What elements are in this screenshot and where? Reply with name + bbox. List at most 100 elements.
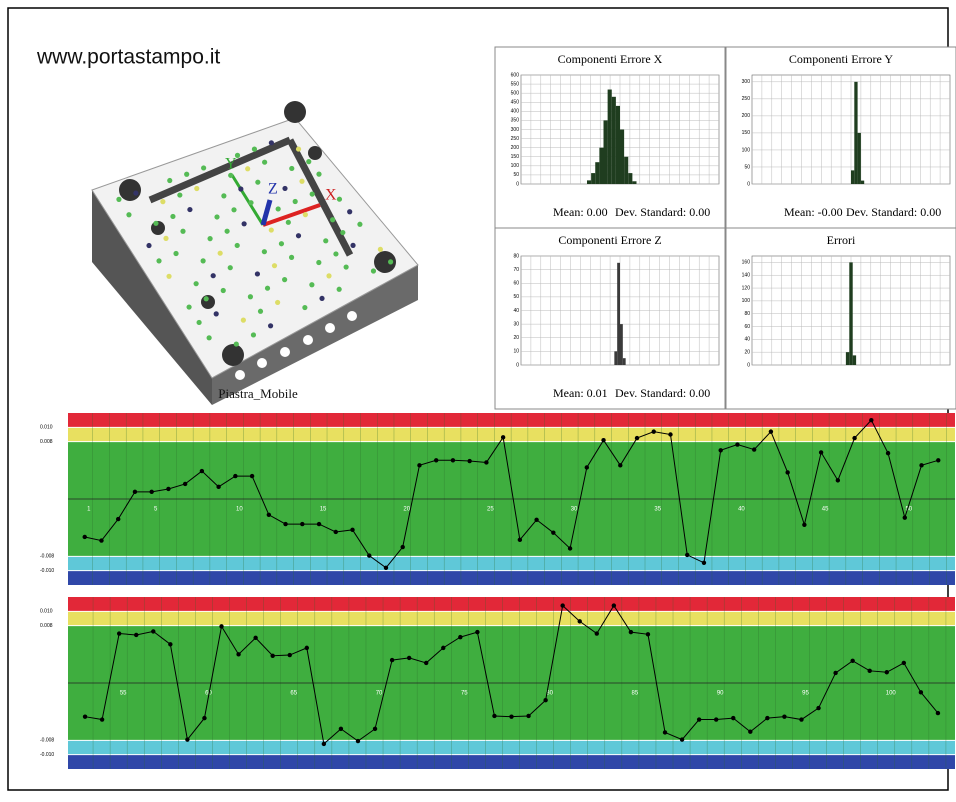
data-point	[713, 717, 719, 722]
y-tick-label: -0.010	[40, 568, 54, 574]
x-tick-label: 5	[154, 507, 158, 513]
y-tick-label: 0	[516, 181, 519, 187]
pin	[275, 299, 281, 306]
data-point	[253, 635, 258, 641]
pin	[146, 242, 152, 249]
data-point	[116, 631, 122, 636]
histogram-bar	[849, 262, 853, 365]
x-tick-label: 80	[546, 691, 553, 697]
pin	[233, 341, 239, 347]
data-point	[287, 652, 292, 658]
x-tick-label: 55	[120, 691, 127, 697]
pin	[248, 200, 254, 206]
model-label: Piastra_Mobile	[218, 386, 298, 401]
pin	[160, 199, 166, 205]
data-point	[748, 729, 753, 734]
plate-side-front	[212, 265, 418, 405]
pin	[302, 304, 308, 311]
data-point	[601, 438, 606, 443]
pin	[166, 273, 172, 279]
data-point	[367, 553, 372, 558]
histogram-bar	[845, 352, 850, 365]
y-tick-label: 100	[742, 298, 751, 304]
pin	[262, 159, 268, 165]
data-point	[406, 655, 412, 661]
std-label: Dev. Standard: 0.00	[846, 205, 941, 219]
histogram-bar	[587, 180, 592, 184]
data-point	[199, 468, 205, 474]
histogram-bar	[852, 355, 857, 365]
hole	[374, 251, 396, 273]
histogram-bar	[614, 351, 618, 365]
pin	[264, 285, 271, 291]
histogram-bar	[622, 358, 626, 365]
data-point	[919, 463, 924, 468]
data-point	[475, 629, 480, 635]
pin	[299, 178, 305, 184]
histogram-bar	[620, 324, 623, 365]
pin	[316, 259, 322, 266]
data-point	[884, 670, 889, 675]
data-point	[134, 632, 139, 638]
data-point	[355, 738, 361, 744]
pin	[275, 206, 281, 212]
pin	[207, 236, 213, 242]
data-point	[696, 717, 702, 722]
data-point	[233, 473, 238, 479]
pin	[289, 165, 295, 172]
pin	[217, 250, 223, 256]
x-tick-label: 100	[886, 691, 897, 697]
data-point	[500, 435, 506, 440]
zone-band	[68, 754, 955, 769]
axis-label: Z	[268, 181, 278, 198]
pin	[370, 268, 377, 274]
data-point	[768, 429, 774, 434]
data-point	[219, 624, 224, 629]
y-tick-label: 350	[511, 118, 520, 124]
y-tick-label: 550	[511, 81, 520, 87]
data-point	[645, 632, 651, 637]
mean-label: Mean: -0.00	[784, 205, 843, 219]
side-hole	[235, 370, 245, 380]
data-point	[99, 538, 104, 543]
pin	[295, 233, 302, 239]
data-point	[389, 657, 395, 663]
pin	[336, 286, 342, 292]
pin	[347, 209, 353, 215]
y-tick-label: 160	[742, 260, 751, 266]
y-tick-label: -0.008	[40, 554, 54, 560]
y-tick-label: 0.010	[40, 609, 53, 615]
pin	[241, 221, 247, 227]
pin	[333, 251, 339, 257]
y-tick-label: 100	[511, 163, 520, 169]
data-point	[270, 653, 275, 658]
data-point	[216, 484, 221, 490]
pin	[309, 282, 315, 288]
data-point	[321, 741, 327, 747]
pin	[200, 258, 206, 264]
pin	[323, 238, 329, 244]
zone-band	[68, 570, 955, 585]
y-tick-label: 40	[744, 337, 750, 343]
x-tick-label: 1	[87, 507, 91, 513]
pin	[295, 146, 302, 152]
pin	[180, 228, 186, 234]
pin	[163, 235, 169, 241]
hole	[222, 344, 244, 366]
data-point	[266, 512, 272, 517]
pin	[306, 159, 312, 165]
data-point	[718, 448, 723, 453]
pin	[326, 273, 332, 279]
y-tick-label: 0	[747, 181, 750, 187]
data-point	[543, 698, 548, 703]
pin	[153, 220, 159, 226]
data-point	[901, 660, 907, 666]
pin	[282, 185, 288, 192]
pin	[330, 217, 336, 223]
pin	[377, 246, 383, 252]
x-tick-label: 30	[571, 507, 578, 513]
pin	[220, 287, 226, 294]
data-point	[611, 603, 617, 608]
data-point	[918, 690, 924, 695]
